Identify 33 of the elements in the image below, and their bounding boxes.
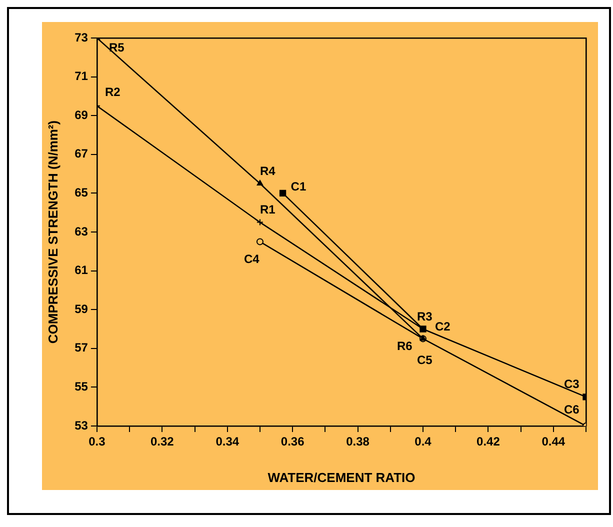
y-tick-label: 57 [74, 340, 88, 355]
annotation: R5 [108, 40, 125, 54]
annotation: C6 [564, 402, 580, 416]
annotation: R3 [416, 309, 433, 324]
annotation: C3 [564, 377, 580, 392]
x-tick-label: 0.44 [542, 434, 566, 449]
x-tick-label: 0.32 [150, 434, 174, 449]
y-tick-label: 63 [74, 224, 88, 238]
annotation: C1 [290, 180, 306, 194]
y-tick-label: 73 [74, 30, 88, 44]
y-tick-label: 69 [74, 108, 88, 122]
annotation: C5 [416, 353, 433, 368]
annotation: R4 [260, 164, 276, 178]
x-tick-label: 0.36 [280, 434, 305, 449]
annotation: R2 [104, 85, 121, 100]
x-tick-label: 0.3 [88, 434, 106, 449]
y-tick-label: 65 [74, 186, 88, 200]
x-tick-label: 0.42 [476, 434, 500, 449]
x-tick-label: 0.4 [414, 434, 432, 449]
y-tick-label: 59 [74, 302, 88, 316]
annotation: C2 [434, 319, 451, 334]
x-tick-label: 0.38 [346, 434, 370, 449]
y-tick-label: 71 [74, 69, 88, 84]
y-tick-label: 67 [74, 146, 88, 161]
y-tick-label: 55 [74, 380, 88, 394]
annotation: C4 [244, 252, 260, 266]
y-tick-label: 61 [74, 263, 88, 278]
x-tick-label: 0.34 [216, 434, 240, 449]
y-axis-title: COMPRESSIVE STRENGTH (N/mm²) [45, 120, 60, 344]
annotation: R1 [260, 202, 276, 217]
x-axis-title: WATER/CEMENT RATIO [268, 470, 416, 485]
annotation: R6 [396, 339, 413, 354]
y-tick-label: 53 [74, 418, 88, 432]
